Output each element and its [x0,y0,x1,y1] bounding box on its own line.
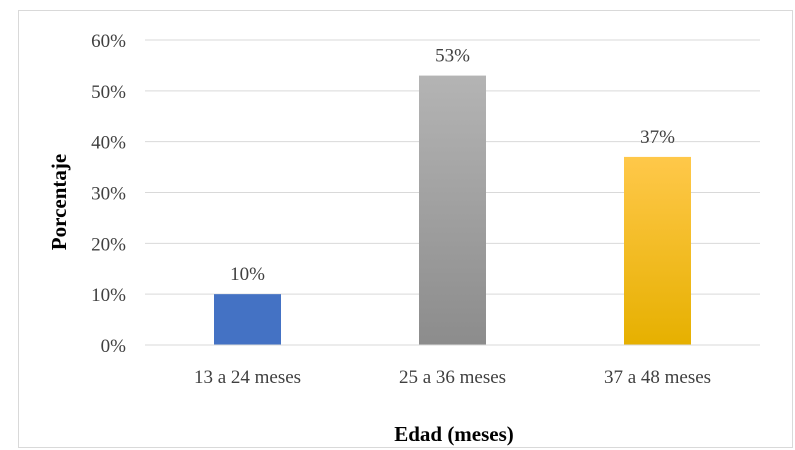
y-axis-ticks: 0% 10% 20% 30% 40% 50% 60% [91,31,126,357]
x-tick-label: 37 a 48 meses [604,367,711,388]
x-axis-title: Edad (meses) [394,422,514,446]
x-tick-label: 25 a 36 meses [399,367,506,388]
bar-2 [419,75,486,345]
data-label: 10% [230,264,265,285]
y-tick-label: 30% [91,184,126,205]
y-tick-label: 10% [91,285,126,306]
data-label: 37% [640,127,675,148]
y-axis-title: Porcentaje [47,154,71,250]
y-tick-label: 50% [91,82,126,103]
data-label: 53% [435,46,470,67]
data-labels: 10% 53% 37% [230,46,675,286]
bars [145,75,760,346]
y-tick-label: 0% [101,336,127,357]
bar-3 [624,156,691,345]
y-tick-label: 20% [91,234,126,255]
y-tick-label: 40% [91,133,126,154]
y-tick-label: 60% [91,31,126,52]
bar-1 [214,294,281,345]
x-tick-label: 13 a 24 meses [194,367,301,388]
x-axis-ticks: 13 a 24 meses 25 a 36 meses 37 a 48 meses [194,367,711,388]
